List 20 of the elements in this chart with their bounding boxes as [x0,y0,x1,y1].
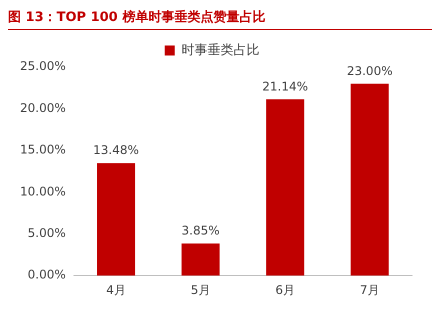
bar [266,99,304,276]
bar [350,84,389,276]
bar [97,163,136,276]
x-tick-label: 5月 [190,282,210,297]
data-label: 23.00% [346,64,393,78]
bar [182,243,220,276]
data-label: 3.85% [182,224,220,238]
y-tick-label: 20.00% [20,100,66,115]
x-tick-label: 6月 [275,282,295,297]
x-tick-label: 7月 [360,282,380,297]
data-label: 21.14% [262,79,308,94]
y-tick-label: 25.00% [20,59,66,74]
y-tick-label: 10.00% [20,184,66,198]
y-tick-label: 0.00% [28,268,66,282]
legend-label: 时事垂类占比 [181,42,260,58]
y-tick-label: 5.00% [28,226,66,240]
y-tick-label: 15.00% [20,142,66,157]
chart-title: 图 13：TOP 100 榜单时事垂类点赞量占比 [8,8,432,30]
x-tick-label: 4月 [106,282,126,297]
data-label: 13.48% [93,143,139,158]
